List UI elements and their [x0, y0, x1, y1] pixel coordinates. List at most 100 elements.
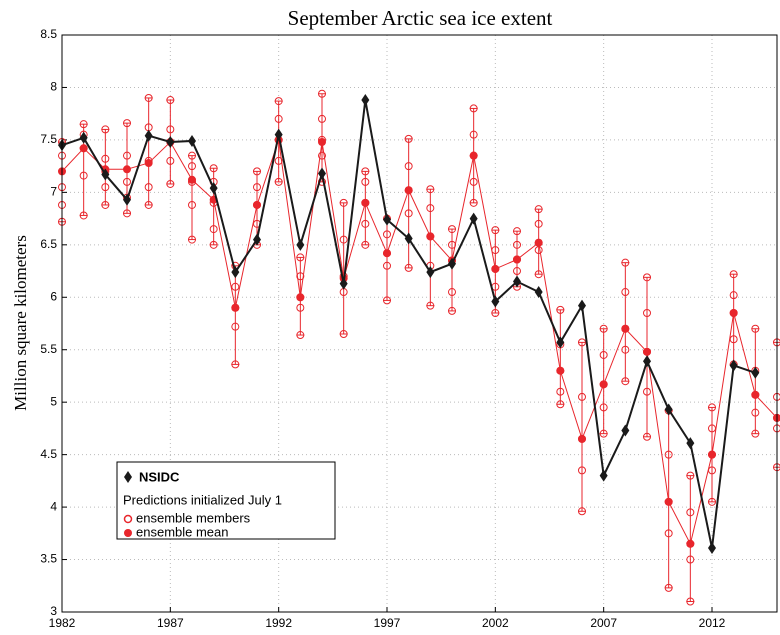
legend-marker [124, 529, 132, 537]
member-point [274, 156, 283, 165]
member-point [318, 89, 326, 98]
member-point [274, 114, 283, 123]
member-point [274, 97, 283, 106]
nsidc-point [253, 233, 261, 246]
legend-box [116, 461, 336, 540]
y-tick-label: 7.5 [40, 132, 57, 146]
member-point [209, 240, 218, 249]
nsidc-point [469, 212, 478, 225]
nsidc-point [188, 134, 196, 147]
chart-title: September Arctic sea ice extent [288, 6, 553, 30]
member-point [231, 360, 240, 369]
member-point [404, 162, 413, 171]
member-point [664, 529, 673, 538]
nsidc-point [643, 355, 651, 368]
x-tick-label: 1982 [49, 616, 76, 630]
member-point [318, 151, 326, 160]
member-point [318, 114, 326, 123]
member-point [188, 235, 196, 244]
nsidc-point [339, 277, 348, 290]
member-point [383, 230, 391, 239]
member-point [621, 258, 630, 267]
member-point [534, 205, 543, 214]
member-point [209, 225, 218, 234]
series-line [61, 139, 778, 546]
member-point [123, 209, 131, 218]
member-point [123, 119, 131, 128]
member-point [123, 151, 131, 160]
member-point [166, 156, 175, 165]
member-point [79, 120, 88, 129]
mean-point [686, 539, 695, 548]
nsidc-point [599, 469, 608, 482]
nsidc-point [296, 238, 305, 251]
member-point [469, 177, 478, 186]
member-point [534, 270, 543, 279]
y-tick-label: 5 [50, 394, 57, 408]
member-point [686, 508, 695, 517]
member-point [599, 429, 608, 438]
mean-point [578, 434, 586, 443]
mean-point [556, 366, 565, 375]
member-point [166, 125, 175, 134]
member-point [426, 301, 435, 310]
member-point [231, 282, 240, 291]
member-point [448, 225, 456, 234]
member-point [729, 291, 738, 300]
member-point [101, 125, 110, 134]
member-point [643, 273, 651, 282]
member-point [491, 226, 500, 235]
member-point [101, 183, 110, 192]
x-tick-label: 2007 [590, 616, 617, 630]
member-point [166, 96, 175, 105]
mean-point [253, 200, 261, 209]
y-tick-label: 5.5 [40, 342, 57, 356]
nsidc-point [534, 286, 543, 299]
mean-point [188, 175, 196, 184]
x-tick-label: 1992 [265, 616, 292, 630]
x-tick-label: 2002 [482, 616, 509, 630]
member-point [708, 403, 716, 412]
member-point [513, 227, 521, 236]
y-tick-label: 7 [50, 185, 57, 199]
y-tick-label: 3.5 [40, 552, 57, 566]
nsidc-point [448, 257, 456, 270]
member-point [296, 253, 305, 262]
member-point [101, 200, 110, 209]
mean-point [469, 151, 478, 160]
member-point [469, 130, 478, 139]
member-point [578, 507, 586, 516]
member-point [578, 392, 586, 401]
nsidc-point [708, 542, 716, 555]
mean-point [361, 198, 370, 207]
member-point [729, 335, 738, 344]
mean-point [318, 138, 326, 147]
y-tick-label: 4.5 [40, 447, 57, 461]
member-point [361, 219, 370, 228]
mean-point [729, 309, 738, 318]
member-point [621, 288, 630, 297]
nsidc-point [426, 266, 435, 279]
mean-point [621, 324, 630, 333]
member-point [79, 171, 88, 180]
member-point [643, 432, 651, 441]
member-point [404, 209, 413, 218]
mean-point [491, 264, 500, 273]
nsidc-point [513, 275, 521, 288]
nsidc-point [751, 366, 760, 379]
member-point [383, 261, 391, 270]
legend-marker [123, 514, 133, 524]
member-point [708, 497, 716, 506]
nsidc-point [274, 128, 283, 141]
member-point [296, 303, 305, 312]
nsidc-point [556, 336, 565, 349]
member-point [188, 151, 196, 160]
member-point [751, 429, 760, 438]
member-point [166, 179, 175, 188]
member-point [686, 597, 695, 606]
member-point [361, 167, 370, 176]
member-point [664, 583, 673, 592]
member-point [101, 154, 110, 163]
nsidc-point [664, 403, 673, 416]
